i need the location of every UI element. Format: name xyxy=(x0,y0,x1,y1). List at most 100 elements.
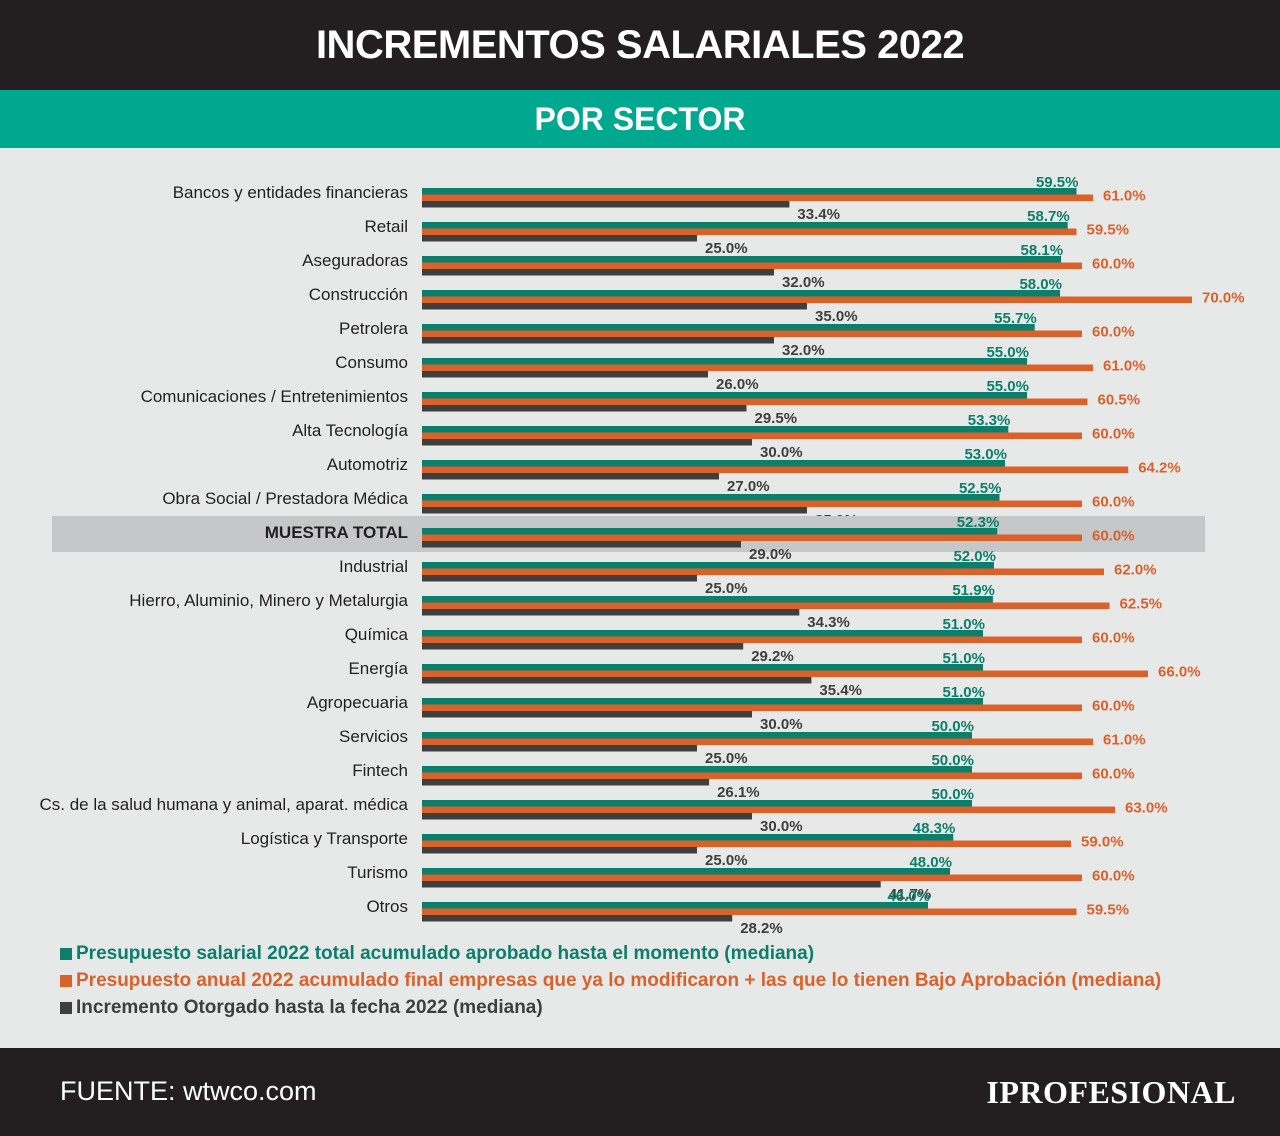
data-label-final-aseguradoras: 60.0% xyxy=(1092,256,1135,273)
bar-approved-muestra-total xyxy=(422,528,998,535)
category-label-cs-de-la-salud-humana-y-animal-aparat-medica: Cs. de la salud humana y animal, aparat.… xyxy=(39,795,408,814)
data-label-approved-retail: 58.7% xyxy=(1027,208,1070,225)
data-label-final-fintech: 60.0% xyxy=(1092,766,1135,783)
data-label-final-bancos-y-entidades-financieras: 61.0% xyxy=(1103,188,1146,205)
data-label-approved-quimica: 51.0% xyxy=(942,616,985,633)
bar-granted-bancos-y-entidades-financieras xyxy=(422,201,790,208)
category-label-retail: Retail xyxy=(365,217,408,236)
bar-final-agropecuaria xyxy=(422,704,1082,711)
bar-final-otros xyxy=(422,908,1077,915)
bar-approved-turismo xyxy=(422,868,950,875)
data-label-granted-alta-tecnologia: 30.0% xyxy=(760,444,803,461)
bar-granted-servicios xyxy=(422,745,697,752)
bar-final-bancos-y-entidades-financieras xyxy=(422,194,1093,201)
bar-granted-aseguradoras xyxy=(422,269,774,276)
bar-granted-industrial xyxy=(422,575,697,582)
bar-approved-energia xyxy=(422,664,983,671)
category-label-industrial: Industrial xyxy=(339,557,408,576)
bar-approved-fintech xyxy=(422,766,972,773)
data-label-approved-energia: 51.0% xyxy=(942,650,985,667)
data-label-final-logistica-y-transporte: 59.0% xyxy=(1081,834,1124,851)
bar-granted-comunicaciones-entretenimientos xyxy=(422,405,747,412)
data-label-final-comunicaciones-entretenimientos: 60.5% xyxy=(1098,392,1141,409)
bar-approved-obra-social-prestadora-medica xyxy=(422,494,1000,501)
publisher-logo: IPROFESIONAL xyxy=(986,1074,1236,1110)
category-label-aseguradoras: Aseguradoras xyxy=(302,251,408,270)
legend-item-approved: Presupuesto salarial 2022 total acumulad… xyxy=(60,940,1161,967)
bar-final-hierro-aluminio-minero-y-metalurgia xyxy=(422,602,1110,609)
bar-granted-muestra-total xyxy=(422,541,741,548)
data-label-approved-turismo: 48.0% xyxy=(909,854,952,871)
data-label-final-energia: 66.0% xyxy=(1158,664,1201,681)
data-label-final-cs-de-la-salud-humana-y-animal-aparat-medica: 63.0% xyxy=(1125,800,1168,817)
bar-approved-agropecuaria xyxy=(422,698,983,705)
bar-approved-servicios xyxy=(422,732,972,739)
category-label-turismo: Turismo xyxy=(347,863,408,882)
data-label-granted-automotriz: 27.0% xyxy=(727,478,770,495)
bar-final-consumo xyxy=(422,364,1093,371)
bar-granted-logistica-y-transporte xyxy=(422,847,697,854)
category-label-comunicaciones-entretenimientos: Comunicaciones / Entretenimientos xyxy=(141,387,408,406)
data-label-granted-petrolera: 32.0% xyxy=(782,342,825,359)
bar-approved-industrial xyxy=(422,562,994,569)
bar-final-comunicaciones-entretenimientos xyxy=(422,398,1088,405)
data-label-final-hierro-aluminio-minero-y-metalurgia: 62.5% xyxy=(1120,596,1163,613)
bar-final-retail xyxy=(422,228,1077,235)
data-label-granted-hierro-aluminio-minero-y-metalurgia: 34.3% xyxy=(807,614,850,631)
bar-final-automotriz xyxy=(422,466,1129,473)
legend-swatch-final xyxy=(60,974,72,987)
bar-granted-automotriz xyxy=(422,473,719,480)
data-label-final-otros: 59.5% xyxy=(1087,902,1130,919)
data-label-approved-otros: 46.0% xyxy=(887,888,930,905)
bar-final-construccion xyxy=(422,296,1192,303)
bar-granted-alta-tecnologia xyxy=(422,439,752,446)
data-label-granted-bancos-y-entidades-financieras: 33.4% xyxy=(797,206,840,223)
data-label-final-agropecuaria: 60.0% xyxy=(1092,698,1135,715)
category-label-agropecuaria: Agropecuaria xyxy=(307,693,409,712)
data-label-final-obra-social-prestadora-medica: 60.0% xyxy=(1092,494,1135,511)
data-label-approved-consumo: 55.0% xyxy=(986,344,1029,361)
data-label-granted-construccion: 35.0% xyxy=(815,308,858,325)
category-label-otros: Otros xyxy=(366,897,408,916)
data-label-granted-servicios: 25.0% xyxy=(705,750,748,767)
bar-final-servicios xyxy=(422,738,1093,745)
data-label-granted-comunicaciones-entretenimientos: 29.5% xyxy=(755,410,798,427)
category-label-logistica-y-transporte: Logística y Transporte xyxy=(241,829,408,848)
data-label-approved-hierro-aluminio-minero-y-metalurgia: 51.9% xyxy=(952,582,995,599)
data-label-final-servicios: 61.0% xyxy=(1103,732,1146,749)
data-label-final-petrolera: 60.0% xyxy=(1092,324,1135,341)
data-label-final-alta-tecnologia: 60.0% xyxy=(1092,426,1135,443)
legend-label-final: Presupuesto anual 2022 acumulado final e… xyxy=(76,969,1162,991)
bar-final-alta-tecnologia xyxy=(422,432,1082,439)
bar-approved-logistica-y-transporte xyxy=(422,834,954,841)
bar-granted-turismo xyxy=(422,881,881,888)
data-label-approved-alta-tecnologia: 53.3% xyxy=(968,412,1011,429)
data-label-granted-quimica: 29.2% xyxy=(751,648,794,665)
data-label-final-construccion: 70.0% xyxy=(1202,290,1245,307)
data-label-granted-energia: 35.4% xyxy=(819,682,862,699)
data-label-approved-muestra-total: 52.3% xyxy=(957,514,1000,531)
bar-granted-hierro-aluminio-minero-y-metalurgia xyxy=(422,609,800,616)
bar-approved-retail xyxy=(422,222,1068,229)
bar-approved-alta-tecnologia xyxy=(422,426,1009,433)
data-label-approved-cs-de-la-salud-humana-y-animal-aparat-medica: 50.0% xyxy=(931,786,974,803)
legend-item-final: Presupuesto anual 2022 acumulado final e… xyxy=(60,967,1161,994)
bar-granted-energia xyxy=(422,677,812,684)
data-label-final-industrial: 62.0% xyxy=(1114,562,1157,579)
bar-approved-petrolera xyxy=(422,324,1035,331)
bar-granted-cs-de-la-salud-humana-y-animal-aparat-medica xyxy=(422,813,752,820)
subtitle-bar: POR SECTOR xyxy=(0,90,1280,148)
legend-swatch-approved xyxy=(60,947,72,960)
data-label-granted-consumo: 26.0% xyxy=(716,376,759,393)
data-label-granted-industrial: 25.0% xyxy=(705,580,748,597)
legend-label-granted: Incremento Otorgado hasta la fecha 2022 … xyxy=(76,996,543,1018)
data-label-final-consumo: 61.0% xyxy=(1103,358,1146,375)
bar-granted-petrolera xyxy=(422,337,774,344)
data-label-approved-automotriz: 53.0% xyxy=(964,446,1007,463)
category-label-quimica: Química xyxy=(345,625,409,644)
category-label-obra-social-prestadora-medica: Obra Social / Prestadora Médica xyxy=(162,489,408,508)
bar-final-quimica xyxy=(422,636,1082,643)
bar-final-turismo xyxy=(422,874,1082,881)
data-label-granted-fintech: 26.1% xyxy=(717,784,760,801)
bar-final-fintech xyxy=(422,772,1082,779)
